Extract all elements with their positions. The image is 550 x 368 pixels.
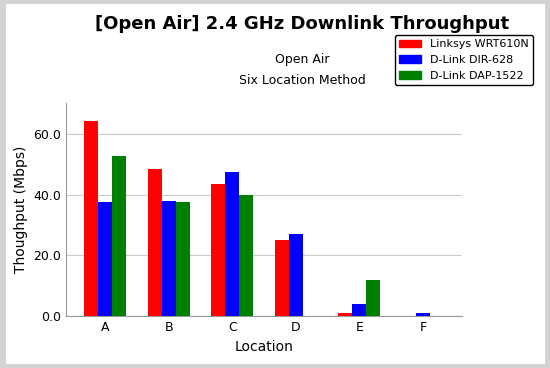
Y-axis label: Thoughput (Mbps): Thoughput (Mbps) <box>14 146 28 273</box>
Legend: Linksys WRT610N, D-Link DIR-628, D-Link DAP-1522: Linksys WRT610N, D-Link DIR-628, D-Link … <box>395 35 534 85</box>
Bar <box>112 156 126 316</box>
Text: Six Location Method: Six Location Method <box>239 74 366 86</box>
Bar <box>338 314 353 316</box>
Bar <box>225 171 239 316</box>
Bar <box>98 202 112 316</box>
Bar <box>239 195 253 316</box>
Bar <box>416 314 430 316</box>
Text: Open Air: Open Air <box>275 53 330 66</box>
Text: [Open Air] 2.4 GHz Downlink Throughput: [Open Air] 2.4 GHz Downlink Throughput <box>96 15 509 33</box>
X-axis label: Location: Location <box>234 340 294 354</box>
Bar <box>289 234 303 316</box>
Bar <box>162 201 175 316</box>
Bar <box>366 280 381 316</box>
Bar <box>175 202 190 316</box>
Bar <box>275 240 289 316</box>
Bar <box>211 184 225 316</box>
Bar <box>353 304 366 316</box>
Bar <box>147 169 162 316</box>
Bar <box>84 121 98 316</box>
